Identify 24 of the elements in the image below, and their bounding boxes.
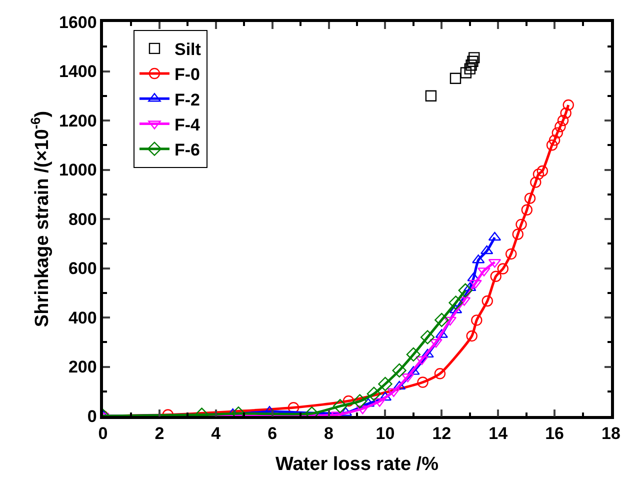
x-axis-title: Water loss rate /%: [276, 454, 439, 475]
x-tick-label: 14: [488, 424, 508, 444]
x-tick-label: 2: [154, 424, 164, 444]
y-tick-label: 1600: [59, 12, 97, 32]
legend-label: F-4: [174, 115, 201, 134]
legend-label: F-6: [174, 140, 200, 160]
x-tick-label: 16: [545, 424, 564, 444]
x-tick-label: 8: [324, 424, 334, 444]
y-tick-label: 1400: [59, 62, 97, 82]
x-tick-label: 4: [211, 424, 222, 444]
x-tick-label: 12: [432, 424, 452, 444]
y-tick-label: 0: [87, 406, 97, 426]
x-tick-label: 6: [268, 424, 278, 444]
legend-label: F-0: [174, 65, 200, 84]
legend-label: Silt: [174, 40, 202, 60]
x-tick-label: 18: [602, 424, 620, 444]
x-tick-label: 10: [376, 424, 395, 444]
y-tick-label: 600: [68, 259, 97, 278]
legend-label: F-2: [174, 90, 200, 110]
y-tick-label: 1000: [59, 160, 97, 180]
y-tick-label: 1200: [59, 111, 97, 130]
y-tick-label: 800: [68, 210, 97, 229]
y-tick-label: 400: [68, 308, 97, 328]
y-tick-label: 200: [68, 358, 97, 377]
